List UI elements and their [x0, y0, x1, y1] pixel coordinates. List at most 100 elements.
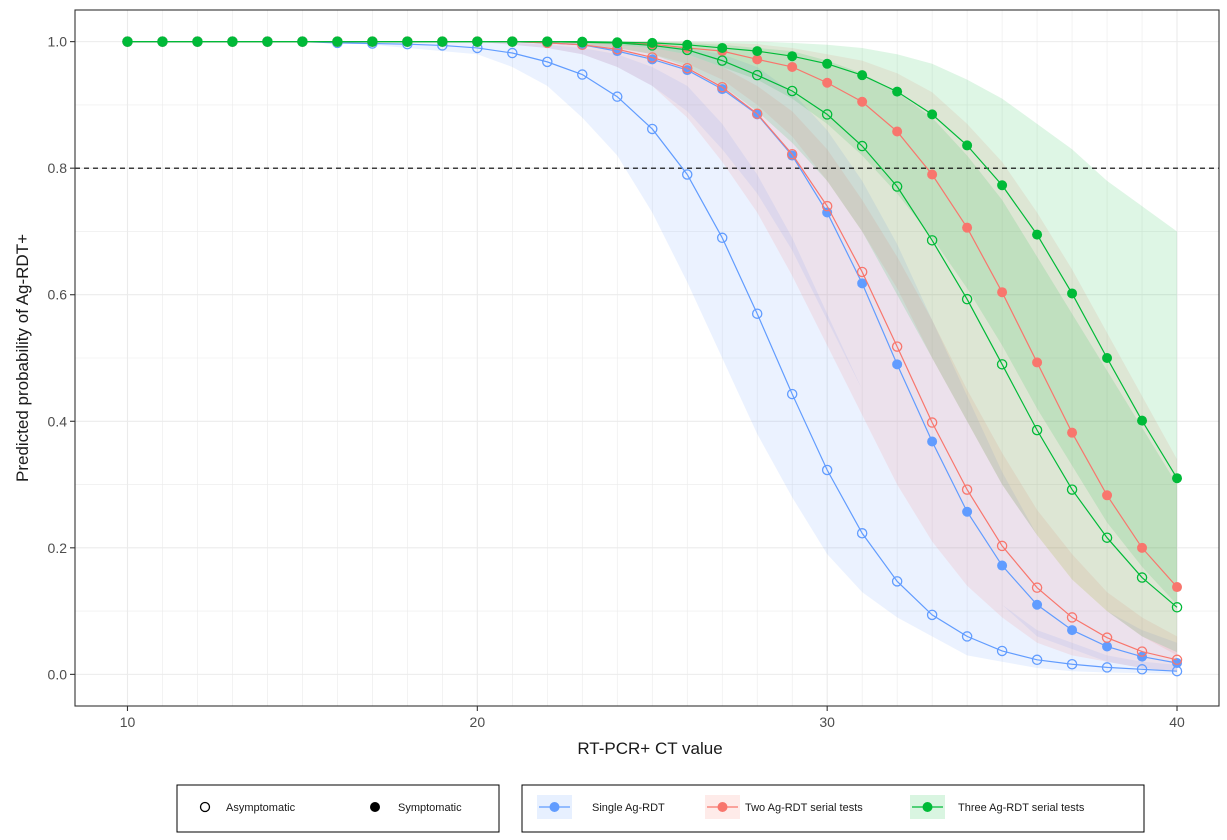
data-point-filled	[997, 560, 1008, 571]
data-point-open	[716, 55, 728, 66]
data-point-open	[1031, 424, 1043, 436]
legend-single-marker	[549, 802, 560, 812]
data-point-filled	[997, 180, 1008, 191]
data-point-filled	[682, 39, 693, 50]
data-point-open	[891, 341, 903, 352]
y-tick-label: 0.2	[48, 540, 68, 556]
data-point-open	[751, 308, 763, 319]
data-point-filled	[787, 51, 798, 62]
data-point-filled	[1067, 427, 1078, 438]
data-point-filled	[892, 359, 903, 370]
data-point-filled	[297, 36, 308, 47]
legend-symptomatic-marker	[370, 802, 380, 812]
ci-band	[127, 41, 1178, 672]
data-point-open	[716, 232, 728, 244]
data-point-filled	[1067, 288, 1078, 299]
plot-panel-border	[74, 9, 1220, 707]
data-point-open	[1171, 654, 1183, 666]
data-point-open	[1101, 632, 1113, 643]
data-point-open	[577, 69, 588, 80]
data-point-filled	[752, 46, 763, 57]
data-point-filled	[227, 36, 238, 47]
legend-asymptomatic-marker	[199, 801, 211, 813]
x-axis-ticks: 10 20 30 40	[120, 706, 1185, 730]
data-point-filled	[577, 36, 588, 47]
data-point-open	[1136, 646, 1148, 657]
y-axis-ticks: 0.0 0.2 0.4 0.6 0.8 1.0	[48, 34, 75, 682]
data-point-open	[926, 609, 938, 621]
y-axis-title: Predicted probability of Ag-RDT+	[13, 234, 32, 482]
x-tick-label: 30	[819, 714, 835, 730]
data-point-open	[856, 140, 868, 152]
data-point-filled	[962, 506, 973, 517]
x-tick-label: 10	[120, 714, 136, 730]
data-point-filled	[892, 86, 903, 97]
data-point-filled	[927, 169, 938, 180]
data-point-open	[996, 540, 1008, 552]
data-point-filled	[612, 37, 623, 48]
data-point-filled	[157, 36, 168, 47]
ci-band	[127, 41, 1178, 605]
color-legend-box	[521, 784, 1145, 833]
data-point-filled	[857, 70, 868, 81]
color-legend: Single Ag-RDT Two Ag-RDT serial tests Th…	[521, 784, 1145, 833]
data-point-open	[1066, 484, 1078, 495]
legend-asymptomatic-label: Asymptomatic	[226, 802, 296, 814]
data-point-open	[751, 69, 763, 81]
data-point-open	[786, 149, 798, 160]
data-point-filled	[857, 278, 868, 289]
gridlines	[75, 10, 1219, 706]
data-point-filled	[1102, 641, 1113, 652]
data-point-open	[1136, 664, 1148, 675]
data-point-filled	[1102, 353, 1113, 363]
data-point-open	[926, 235, 938, 246]
data-point-filled	[717, 42, 728, 53]
y-tick-label: 0.0	[48, 666, 68, 682]
y-tick-label: 0.6	[48, 287, 68, 303]
data-point-open	[926, 417, 938, 428]
data-point-filled	[1032, 357, 1043, 368]
series-lines-and-points	[122, 36, 1183, 677]
y-tick-label: 0.4	[48, 413, 68, 429]
data-point-filled	[822, 58, 833, 69]
data-point-open	[856, 266, 868, 278]
data-point-filled	[402, 36, 413, 47]
data-point-filled	[262, 36, 273, 47]
data-point-filled	[1067, 625, 1078, 636]
data-point-open	[996, 359, 1008, 370]
data-point-filled	[367, 36, 378, 47]
data-point-filled	[1172, 582, 1183, 593]
x-tick-label: 20	[470, 714, 486, 730]
data-point-filled	[752, 54, 763, 65]
data-point-open	[751, 108, 763, 120]
data-point-filled	[647, 37, 658, 48]
data-point-open	[821, 200, 833, 212]
data-point-filled	[192, 36, 203, 47]
data-point-filled	[927, 109, 938, 120]
data-point-open	[716, 81, 728, 93]
data-point-filled	[1172, 657, 1183, 668]
data-point-open	[786, 85, 798, 97]
data-point-filled	[1137, 415, 1148, 426]
data-point-filled	[542, 36, 553, 47]
data-point-filled	[332, 36, 343, 47]
data-point-open	[786, 388, 798, 400]
data-point-open	[961, 293, 973, 305]
data-point-open	[542, 56, 553, 68]
legend-two-marker	[717, 802, 728, 812]
data-point-filled	[1032, 229, 1043, 240]
x-tick-label: 40	[1169, 714, 1185, 730]
data-point-filled	[1102, 490, 1113, 501]
data-point-filled	[997, 287, 1008, 298]
data-point-filled	[1032, 599, 1043, 610]
data-point-filled	[962, 222, 973, 233]
data-point-open	[891, 576, 903, 587]
data-point-filled	[122, 36, 133, 47]
ci-band	[127, 41, 1178, 674]
shape-legend: Asymptomatic Symptomatic	[176, 784, 500, 833]
y-tick-label: 1.0	[48, 34, 68, 50]
data-point-open	[1171, 602, 1183, 613]
data-point-open	[612, 91, 623, 102]
